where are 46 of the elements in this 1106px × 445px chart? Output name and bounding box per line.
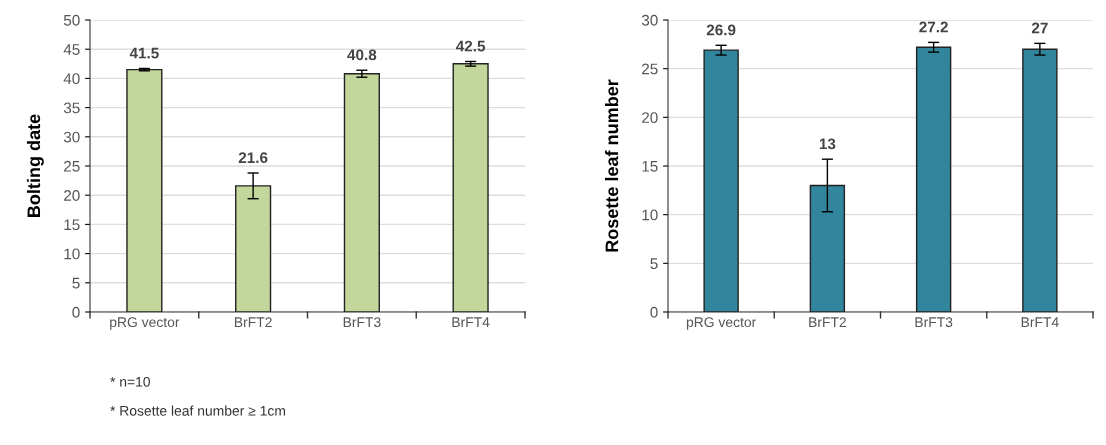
y-tick-label: 20 — [642, 112, 658, 124]
y-tick-label: 10 — [642, 209, 658, 221]
bar — [343, 73, 380, 312]
data-label: 27.2 — [919, 21, 948, 33]
bar — [703, 49, 739, 312]
y-tick-label: 50 — [63, 14, 80, 26]
y-tick-label: 15 — [64, 219, 80, 231]
data-label: 27 — [1031, 22, 1048, 34]
y-tick-label: 30 — [63, 131, 80, 143]
bar — [809, 184, 846, 312]
data-label: 21.6 — [238, 152, 268, 164]
y-tick-label: 10 — [64, 248, 80, 260]
y-tick-label: 5 — [650, 258, 658, 270]
y-tick-label: 0 — [72, 306, 80, 318]
y-tick-label: 5 — [72, 277, 80, 289]
bar — [235, 185, 272, 312]
y-tick-label: 20 — [64, 190, 80, 201]
y-tick-label: 25 — [64, 160, 80, 172]
x-tick-label: pRG vector — [686, 317, 757, 330]
y-tick-label: 0 — [650, 306, 658, 318]
x-tick-label: pRG vector — [110, 317, 180, 330]
y-tick-label: 15 — [642, 161, 658, 172]
x-tick-label: BrFT4 — [452, 317, 490, 327]
x-tick-label: BrFT4 — [1021, 317, 1059, 327]
y-tick-label: 45 — [63, 44, 80, 55]
data-label: 42.5 — [455, 40, 486, 52]
y-tick-label: 25 — [642, 63, 658, 75]
text: * n=10 — [110, 376, 150, 387]
x-tick-label: BrFT3 — [343, 317, 381, 328]
x-tick-label: BrFT2 — [234, 317, 272, 327]
data-label: 40.8 — [347, 49, 377, 61]
x-tick-label: BrFT2 — [809, 317, 846, 327]
bar — [126, 68, 163, 312]
y-tick-label: 30 — [641, 14, 658, 26]
data-label: 26.9 — [706, 24, 736, 36]
y-axis-title: Bolting date — [26, 114, 44, 217]
bar — [1022, 48, 1058, 312]
bar — [452, 63, 489, 312]
data-label: 13 — [819, 138, 836, 150]
bar — [915, 46, 952, 312]
y-axis-title: Rosette leaf number — [605, 79, 619, 252]
data-label: 41.5 — [129, 47, 159, 59]
y-tick-label: 35 — [63, 102, 80, 114]
x-tick-label: BrFT3 — [915, 317, 953, 328]
y-tick-label: 40 — [63, 73, 80, 85]
text: * Rosette leaf number ≥ 1cm — [110, 405, 285, 416]
